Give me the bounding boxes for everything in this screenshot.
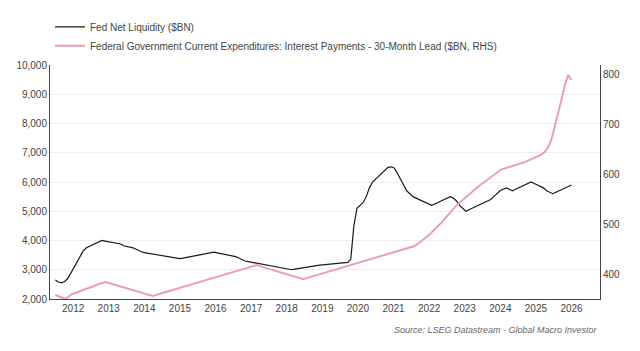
svg-text:700: 700 (603, 119, 620, 130)
svg-text:2018: 2018 (276, 303, 299, 314)
svg-text:9,000: 9,000 (22, 89, 47, 100)
svg-text:2017: 2017 (240, 303, 263, 314)
svg-text:Federal Government Current Exp: Federal Government Current Expenditures:… (90, 41, 497, 52)
svg-text:3,000: 3,000 (22, 264, 47, 275)
svg-text:2015: 2015 (169, 303, 192, 314)
svg-text:7,000: 7,000 (22, 147, 47, 158)
svg-text:2023: 2023 (454, 303, 477, 314)
svg-text:4,000: 4,000 (22, 235, 47, 246)
svg-text:10,000: 10,000 (16, 60, 47, 71)
svg-text:600: 600 (603, 169, 620, 180)
svg-text:2013: 2013 (98, 303, 121, 314)
svg-text:2024: 2024 (489, 303, 512, 314)
svg-text:800: 800 (603, 69, 620, 80)
svg-text:500: 500 (603, 219, 620, 230)
svg-text:2,000: 2,000 (22, 294, 47, 305)
svg-text:2016: 2016 (204, 303, 227, 314)
svg-text:5,000: 5,000 (22, 206, 47, 217)
svg-text:6,000: 6,000 (22, 177, 47, 188)
svg-text:2019: 2019 (311, 303, 334, 314)
svg-text:2025: 2025 (525, 303, 548, 314)
svg-text:2022: 2022 (418, 303, 441, 314)
svg-text:2012: 2012 (62, 303, 85, 314)
svg-text:2026: 2026 (560, 303, 583, 314)
svg-text:2020: 2020 (347, 303, 370, 314)
svg-text:2021: 2021 (382, 303, 405, 314)
svg-text:8,000: 8,000 (22, 118, 47, 129)
svg-text:Source: LSEG Datastream - Glob: Source: LSEG Datastream - Global Macro I… (394, 325, 598, 335)
svg-text:2014: 2014 (133, 303, 156, 314)
svg-text:400: 400 (603, 269, 620, 280)
svg-text:Fed Net Liquidity ($BN): Fed Net Liquidity ($BN) (90, 22, 194, 33)
